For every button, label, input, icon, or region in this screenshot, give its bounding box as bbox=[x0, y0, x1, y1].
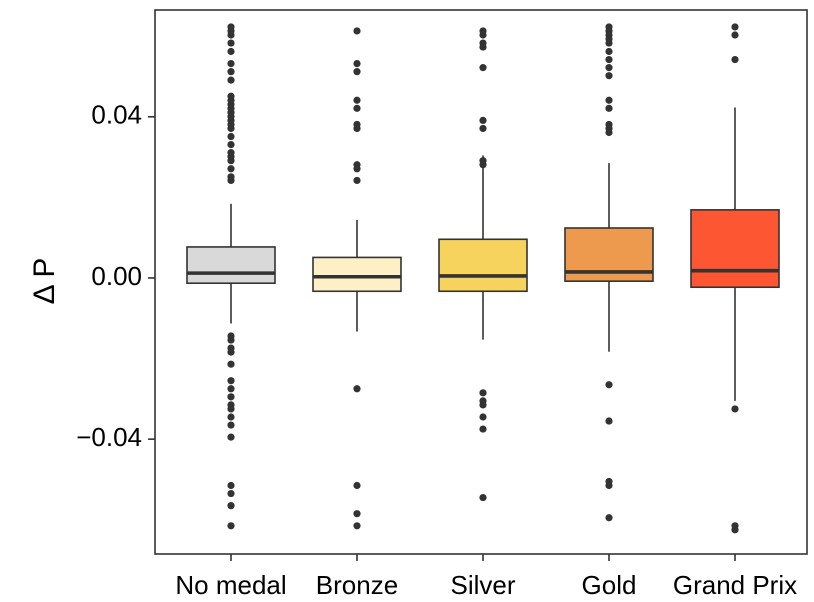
y-axis-title: Δ P bbox=[28, 258, 61, 305]
outlier-point-gold-9 bbox=[605, 96, 613, 104]
x-tick-label-gold: Gold bbox=[582, 570, 637, 600]
outlier-point-no-medal-35 bbox=[227, 413, 235, 421]
outlier-point-no-medal-17 bbox=[227, 132, 235, 141]
outlier-point-silver-8 bbox=[479, 161, 487, 169]
outlier-point-no-medal-37 bbox=[227, 433, 235, 441]
outlier-point-silver-4 bbox=[479, 64, 487, 72]
outlier-point-no-medal-31 bbox=[227, 385, 235, 393]
outlier-point-gold-10 bbox=[605, 104, 613, 112]
outlier-point-no-medal-36 bbox=[227, 421, 235, 429]
box-bronze bbox=[312, 256, 402, 293]
outlier-point-no-medal-40 bbox=[227, 502, 235, 510]
outlier-point-no-medal-30 bbox=[227, 377, 235, 385]
outlier-point-gold-5 bbox=[605, 47, 613, 56]
plot-marks bbox=[186, 23, 780, 534]
y-tick-label-2: 0.04 bbox=[91, 100, 142, 130]
y-tick-label-0: −0.04 bbox=[76, 422, 142, 452]
outlier-point-no-medal-18 bbox=[227, 140, 235, 149]
outlier-point-silver-1 bbox=[479, 31, 487, 39]
outlier-point-no-medal-24 bbox=[227, 176, 235, 185]
outlier-point-gold-6 bbox=[605, 55, 613, 64]
outlier-point-no-medal-6 bbox=[227, 68, 235, 76]
outlier-point-no-medal-2 bbox=[227, 31, 235, 39]
outlier-point-no-medal-7 bbox=[227, 76, 235, 84]
box-grand-prix bbox=[690, 209, 780, 289]
outlier-point-bronze-9 bbox=[353, 176, 361, 185]
y-tick-label-1: 0.00 bbox=[91, 261, 142, 291]
outlier-point-no-medal-28 bbox=[227, 348, 235, 356]
outlier-point-no-medal-26 bbox=[227, 336, 235, 344]
outlier-point-bronze-12 bbox=[353, 510, 361, 518]
outlier-point-no-medal-5 bbox=[227, 59, 235, 68]
outlier-point-bronze-1 bbox=[353, 59, 361, 68]
x-tick-label-bronze: Bronze bbox=[316, 570, 398, 600]
box-silver bbox=[438, 238, 528, 293]
outlier-point-no-medal-22 bbox=[227, 165, 235, 173]
outlier-point-no-medal-16 bbox=[227, 124, 235, 133]
x-tick-label-grand-prix: Grand Prix bbox=[673, 570, 797, 600]
outlier-point-bronze-2 bbox=[353, 68, 361, 76]
outlier-point-silver-9 bbox=[479, 389, 487, 397]
outlier-point-bronze-13 bbox=[353, 522, 361, 530]
outlier-point-silver-6 bbox=[479, 124, 487, 133]
outlier-point-grand-prix-5 bbox=[731, 526, 739, 534]
outlier-point-silver-12 bbox=[479, 413, 487, 421]
outlier-point-bronze-3 bbox=[353, 96, 361, 104]
outlier-point-no-medal-4 bbox=[227, 47, 235, 56]
outlier-point-silver-5 bbox=[479, 116, 487, 125]
outlier-point-silver-13 bbox=[479, 425, 487, 433]
outlier-point-grand-prix-2 bbox=[731, 55, 739, 64]
outlier-point-no-medal-41 bbox=[227, 522, 235, 530]
outlier-point-gold-14 bbox=[605, 381, 613, 389]
outlier-point-grand-prix-3 bbox=[731, 405, 739, 413]
outlier-point-grand-prix-0 bbox=[731, 23, 739, 31]
outlier-point-gold-17 bbox=[605, 481, 613, 490]
outlier-point-bronze-4 bbox=[353, 104, 361, 112]
outlier-point-bronze-11 bbox=[353, 481, 361, 490]
axis-marks: No medal Bronze Silver Gold Grand Prix −0.04 0… bbox=[76, 100, 797, 600]
x-tick-label-no-medal: No medal bbox=[175, 570, 286, 600]
outlier-point-bronze-10 bbox=[353, 385, 361, 393]
outlier-point-no-medal-39 bbox=[227, 489, 235, 498]
outlier-point-silver-3 bbox=[479, 43, 487, 51]
outlier-point-bronze-0 bbox=[353, 27, 361, 35]
outlier-point-gold-7 bbox=[605, 64, 613, 72]
outlier-point-silver-11 bbox=[479, 401, 487, 409]
plot-panel-border bbox=[154, 9, 808, 555]
outlier-point-bronze-6 bbox=[353, 124, 361, 133]
outlier-point-gold-15 bbox=[605, 417, 613, 425]
outlier-point-grand-prix-1 bbox=[731, 31, 739, 39]
outlier-point-no-medal-32 bbox=[227, 393, 235, 401]
outlier-point-no-medal-3 bbox=[227, 39, 235, 47]
outlier-point-bronze-8 bbox=[353, 165, 361, 173]
outlier-point-gold-18 bbox=[605, 514, 613, 522]
x-tick-label-silver: Silver bbox=[450, 570, 515, 600]
outlier-point-no-medal-21 bbox=[227, 157, 235, 165]
outlier-point-silver-14 bbox=[479, 493, 487, 502]
outlier-point-gold-4 bbox=[605, 39, 613, 47]
box-no-medal bbox=[186, 246, 276, 285]
outlier-point-no-medal-38 bbox=[227, 481, 235, 490]
outlier-point-no-medal-29 bbox=[227, 360, 235, 368]
outlier-point-gold-13 bbox=[605, 128, 613, 137]
outlier-point-no-medal-34 bbox=[227, 405, 235, 413]
outlier-point-gold-8 bbox=[605, 72, 613, 80]
